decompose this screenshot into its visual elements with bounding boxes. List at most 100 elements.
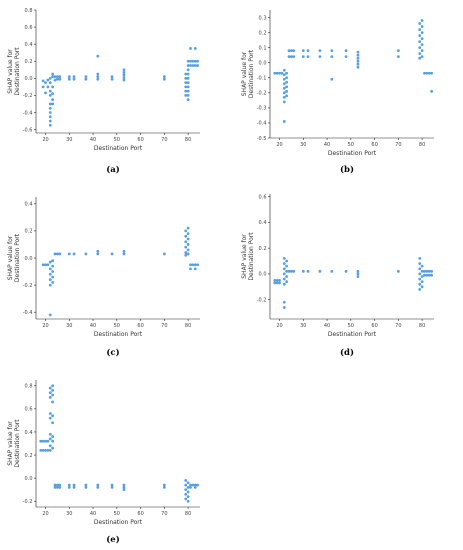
scatter-point — [287, 269, 291, 273]
scatter-point — [356, 53, 360, 57]
scatter-point — [55, 483, 59, 487]
scatter-point — [53, 483, 57, 487]
scatter-point — [58, 77, 62, 81]
shap-panel-5: -0.2 0.0 0.2 0.4 0.6 0.8 20 30 40 50 60 70 80 Destina… — [7, 380, 200, 545]
scatter-point — [330, 269, 334, 273]
scatter-point — [356, 50, 360, 54]
scatter-point — [96, 483, 100, 487]
scatter-point — [418, 40, 422, 44]
scatter-point — [184, 94, 188, 97]
scatter-point — [186, 226, 190, 230]
scatter-point — [67, 252, 71, 256]
scatter-point — [48, 437, 52, 441]
scatter-point — [282, 77, 286, 81]
scatter-point — [356, 59, 360, 63]
scatter-point — [285, 89, 289, 93]
scatter-point — [356, 62, 360, 66]
x-tick-label: 50 — [114, 323, 120, 329]
scatter-points — [273, 257, 434, 309]
x-tick-label: 30 — [66, 137, 72, 143]
scatter-point — [418, 257, 422, 260]
scatter-point — [186, 85, 190, 89]
scatter-point — [53, 485, 57, 489]
scatter-point — [48, 89, 52, 93]
scatter-point — [420, 55, 424, 59]
scatter-point — [189, 64, 192, 67]
scatter-point — [51, 400, 55, 404]
x-tick-label: 20 — [42, 511, 48, 517]
scatter-point — [420, 280, 424, 284]
scatter-point — [48, 76, 52, 80]
y-tick-label: 0.2 — [259, 246, 267, 252]
scatter-point — [186, 89, 190, 93]
y-axis-label-line: SHAP value for — [241, 234, 248, 279]
y-tick-label: 0.4 — [25, 202, 33, 208]
scatter-point — [48, 386, 52, 390]
scatter-point — [420, 49, 424, 53]
scatter-point — [51, 75, 55, 79]
scatter-point — [51, 264, 55, 268]
scatter-point — [184, 85, 188, 89]
x-tick-label: 30 — [66, 323, 72, 329]
scatter-point — [285, 85, 289, 89]
x-axis-label: Destination Port — [94, 145, 143, 152]
scatter-point — [330, 49, 334, 53]
scatter-point — [55, 252, 59, 256]
scatter-point — [110, 483, 114, 487]
scatter-point — [53, 75, 57, 79]
scatter-point — [418, 56, 422, 60]
x-tick-label: 20 — [276, 323, 282, 329]
scatter-point — [356, 272, 360, 276]
y-axis-label: SHAP value forDestination Port — [241, 49, 255, 98]
scatter-point — [275, 278, 279, 282]
scatter-point — [282, 282, 286, 286]
scatter-point — [84, 252, 88, 256]
scatter-point — [289, 269, 293, 273]
scatter-point — [193, 64, 197, 67]
scatter-point — [356, 56, 360, 60]
scatter-point — [84, 75, 88, 79]
scatter-point — [318, 49, 322, 53]
scatter-point — [356, 275, 360, 278]
scatter-point — [356, 269, 360, 273]
scatter-point — [396, 269, 400, 273]
scatter-point — [72, 77, 76, 81]
y-tick-label: -0.4 — [23, 110, 33, 116]
scatter-point — [282, 86, 286, 90]
scatter-point — [423, 273, 426, 277]
scatter-point — [193, 263, 197, 267]
scatter-point — [282, 267, 286, 271]
scatter-point — [285, 76, 289, 80]
x-tick-label: 80 — [419, 323, 425, 329]
scatter-point — [110, 252, 114, 256]
scatter-point — [282, 300, 286, 304]
scatter-point — [344, 55, 348, 59]
scatter-point — [51, 388, 55, 392]
scatter-point — [44, 263, 47, 267]
scatter-point — [58, 75, 62, 79]
scatter-point — [48, 260, 52, 264]
scatter-point — [396, 49, 400, 53]
scatter-point — [48, 106, 52, 110]
scatter-point — [48, 272, 52, 276]
scatter-point — [282, 262, 286, 265]
scatter-point — [41, 439, 45, 443]
x-axis-label: Destination Port — [328, 331, 377, 338]
scatter-point — [186, 72, 190, 76]
scatter-point — [84, 483, 88, 487]
scatter-point — [58, 483, 62, 487]
scatter-point — [51, 85, 55, 89]
y-axis-label-line: SHAP value for — [7, 235, 14, 280]
scatter-points — [273, 19, 434, 123]
y-tick-label: -0.1 — [257, 76, 267, 82]
y-tick-label: -0.2 — [257, 297, 267, 303]
scatter-point — [193, 267, 197, 271]
scatter-point — [48, 444, 52, 448]
scatter-point — [282, 120, 286, 123]
scatter-point — [48, 81, 52, 84]
scatter-point — [44, 91, 47, 95]
y-tick-label: -0.2 — [257, 91, 267, 97]
scatter-point — [122, 252, 126, 256]
scatter-point — [186, 243, 190, 246]
scatter-point — [186, 485, 190, 489]
